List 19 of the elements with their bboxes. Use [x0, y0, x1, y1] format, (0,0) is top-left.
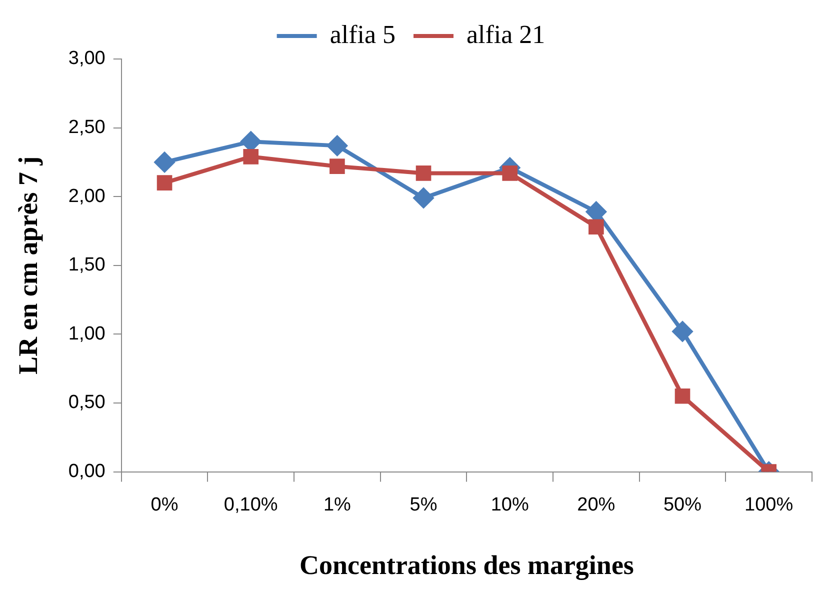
x-tick-label: 1% — [323, 494, 352, 516]
y-tick-label: 0,50 — [68, 392, 106, 414]
x-tick-label: 100% — [744, 494, 794, 516]
x-tick-label: 5% — [410, 494, 438, 516]
x-tick-label: 0% — [150, 494, 178, 516]
legend-label: alfia 5 — [330, 20, 396, 49]
y-tick-label: 2,00 — [68, 186, 106, 207]
x-tick-label: 20% — [577, 494, 616, 516]
x-tick-label: 0,10% — [224, 494, 278, 516]
x-tick-label: 50% — [663, 494, 702, 516]
y-tick-label: 1,50 — [68, 254, 106, 276]
y-tick-label: 2,50 — [68, 117, 106, 138]
x-axis-title: Concentrations des margines — [299, 550, 634, 580]
y-tick-label: 0,00 — [68, 461, 106, 482]
y-tick-label: 1,00 — [68, 323, 106, 344]
y-axis-title: LR en cm après 7 j — [13, 156, 44, 375]
x-tick-label: 10% — [490, 494, 529, 516]
y-tick-label: 3,00 — [68, 48, 106, 70]
legend-label: alfia 21 — [466, 20, 546, 49]
